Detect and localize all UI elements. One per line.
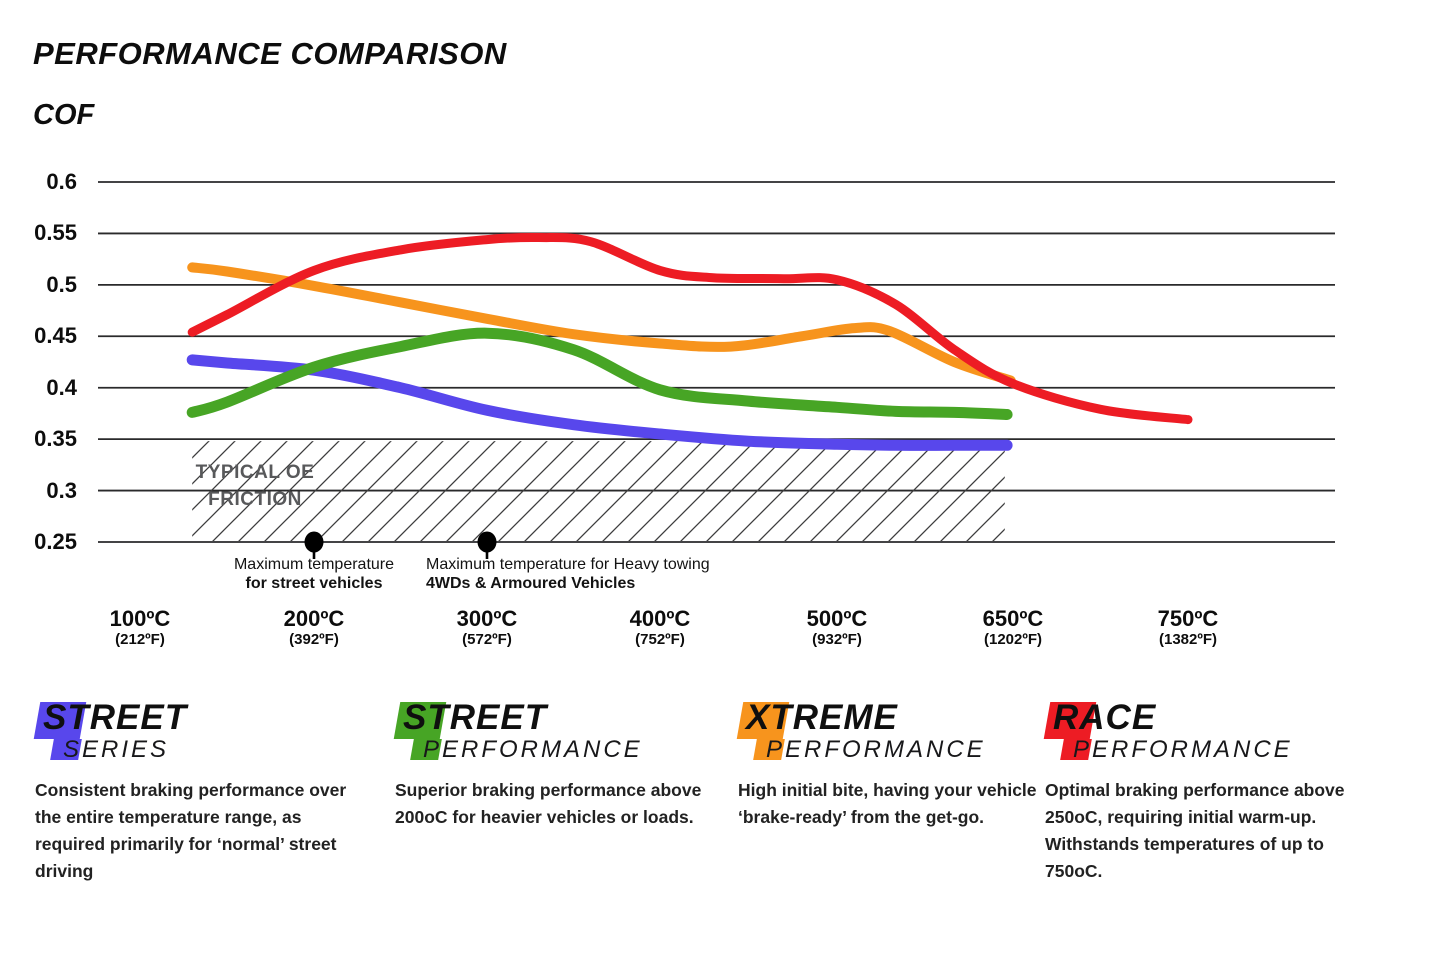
y-tick-0.25: 0.25 (34, 529, 77, 554)
legend-description: Consistent braking performance over the … (35, 780, 347, 881)
hatch-label-line2: FRICTION (208, 489, 302, 510)
annotation-street-vehicles: Maximum temperature for street vehicles (154, 556, 474, 593)
logo-word2: PERFORMANCE (766, 736, 986, 763)
y-tick-0.4: 0.4 (46, 375, 77, 400)
y-tick-0.35: 0.35 (34, 426, 77, 451)
x-tick-fahrenheit: (752ºF) (635, 631, 685, 648)
annotation-heavy-towing: Maximum temperature for Heavy towing 4WD… (426, 556, 856, 593)
x-tick-celsius: 100ºC (109, 606, 171, 631)
curve-race-performance (187, 232, 1193, 425)
x-tick-celsius: 300ºC (456, 606, 518, 631)
race-performance-logo: RACE PERFORMANCE (1043, 698, 1380, 764)
curve-xtreme-performance (187, 262, 1016, 386)
page-title: PERFORMANCE COMPARISON (33, 36, 507, 71)
logo-word1: STREET (43, 698, 188, 737)
logo-word1: RACE (1053, 698, 1157, 737)
logo-word1: XTREME (746, 698, 898, 737)
x-tick-celsius: 650ºC (982, 606, 1044, 631)
legend-description: Optimal braking performance above 250oC,… (1045, 780, 1345, 881)
x-tick-fahrenheit: (572ºF) (462, 631, 512, 648)
y-tick-0.6: 0.6 (46, 169, 77, 194)
hatch-label-line1: TYPICAL OE (195, 462, 315, 483)
logo-word2: PERFORMANCE (1073, 736, 1293, 763)
x-tick-100c: 100ºC (212ºF) (65, 606, 215, 648)
logo-word2: SERIES (63, 736, 170, 763)
legend-description: Superior braking performance above 200oC… (395, 780, 702, 827)
legend-street-performance: STREET PERFORMANCE Superior braking perf… (393, 698, 730, 831)
x-tick-300c: 300ºC (572ºF) (412, 606, 562, 648)
x-tick-fahrenheit: (1202ºF) (983, 631, 1042, 648)
y-tick-0.5: 0.5 (46, 272, 77, 297)
x-tick-fahrenheit: (1382ºF) (1158, 631, 1217, 648)
x-tick-400c: 400ºC (752ºF) (585, 606, 735, 648)
x-tick-celsius: 500ºC (806, 606, 868, 631)
x-tick-celsius: 400ºC (629, 606, 691, 631)
annotation-line1: Maximum temperature (233, 556, 395, 573)
xtreme-performance-logo: XTREME PERFORMANCE (736, 698, 1073, 764)
annotation-line2: for street vehicles (245, 574, 383, 592)
x-tick-fahrenheit: (212ºF) (115, 631, 165, 648)
x-tick-650c: 650ºC (1202ºF) (938, 606, 1088, 648)
typical-oe-friction-label: TYPICAL OE FRICTION (191, 459, 319, 513)
legend-xtreme-performance: XTREME PERFORMANCE High initial bite, ha… (736, 698, 1073, 831)
legend-description: High initial bite, having your vehicle ‘… (738, 780, 1037, 827)
street-performance-logo: STREET PERFORMANCE (393, 698, 730, 764)
x-tick-200c: 200ºC (392ºF) (239, 606, 389, 648)
logo-word2: PERFORMANCE (423, 736, 643, 763)
x-tick-750c: 750ºC (1382ºF) (1113, 606, 1263, 648)
x-tick-celsius: 750ºC (1157, 606, 1219, 631)
annotation-line2: 4WDs & Armoured Vehicles (426, 574, 636, 592)
curve-street-performance (186, 327, 1013, 420)
x-tick-fahrenheit: (932ºF) (812, 631, 862, 648)
logo-word1: STREET (403, 698, 548, 737)
y-axis-title: COF (33, 99, 95, 131)
y-tick-0.45: 0.45 (34, 323, 77, 348)
y-tick-0.3: 0.3 (46, 478, 77, 503)
x-tick-fahrenheit: (392ºF) (289, 631, 339, 648)
legend-street-series: STREET SERIES Consistent braking perform… (33, 698, 370, 885)
x-tick-500c: 500ºC (932ºF) (762, 606, 912, 648)
street-series-logo: STREET SERIES (33, 698, 370, 764)
x-tick-celsius: 200ºC (283, 606, 345, 631)
y-tick-0.55: 0.55 (34, 220, 77, 245)
annotation-line1: Maximum temperature for Heavy towing (426, 556, 710, 573)
legend-race-performance: RACE PERFORMANCE Optimal braking perform… (1043, 698, 1380, 885)
